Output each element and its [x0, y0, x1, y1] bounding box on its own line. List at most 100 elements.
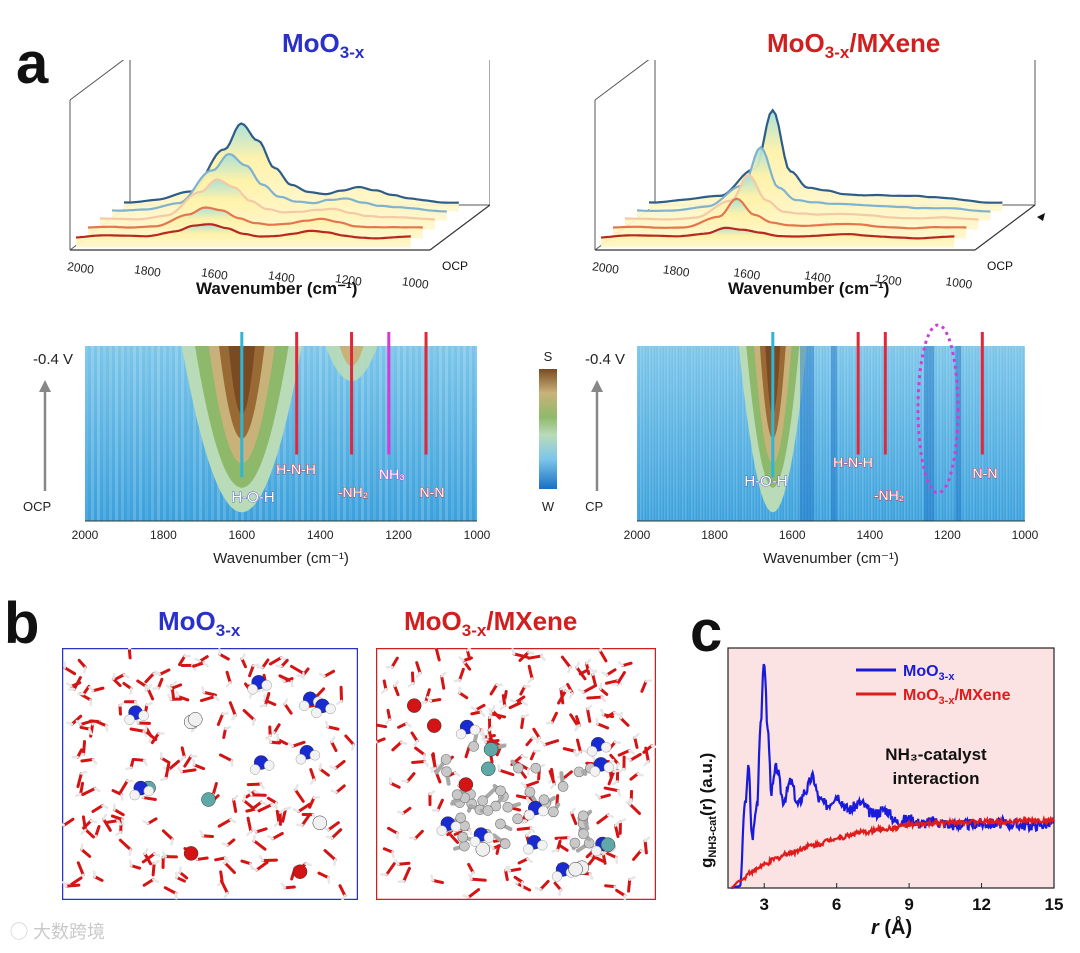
heatmap-stripe — [748, 346, 750, 521]
water-hydrogen — [588, 872, 594, 880]
water-molecule — [524, 780, 539, 788]
heatmap-stripe — [103, 346, 106, 521]
heatmap-stripe — [658, 346, 660, 521]
water-hydrogen — [568, 691, 574, 699]
heatmap-stripe — [433, 346, 436, 521]
water-hydrogen — [88, 727, 93, 736]
water-molecule — [387, 826, 399, 835]
hydrogen-sphere — [537, 839, 548, 851]
waterfall-line-1 — [612, 197, 967, 230]
heatmap-tick-label: 1000 — [464, 528, 491, 542]
heatmap-background — [637, 346, 1025, 521]
heatmap-stripe — [313, 346, 316, 521]
water-molecule — [525, 736, 534, 747]
water-hydrogen — [258, 855, 265, 862]
water-hydrogen — [399, 741, 408, 745]
atom-sphere — [292, 864, 308, 879]
water-hydrogen — [82, 666, 87, 674]
water-hydrogen — [118, 701, 126, 707]
heatmap-stripe — [685, 346, 687, 521]
heatmap-dark-stripe — [799, 346, 814, 521]
panel-letter-a: a — [16, 31, 49, 96]
water-molecule — [214, 856, 227, 862]
heatmap-stripe — [640, 346, 642, 521]
water-molecule — [598, 687, 609, 696]
water-hydrogen — [260, 800, 268, 806]
heatmap-stripe — [289, 346, 292, 521]
water-molecule — [79, 725, 91, 731]
mxene-atom — [495, 785, 506, 797]
waterfall-line-2 — [624, 173, 979, 221]
rdf-plot-area — [727, 647, 1055, 889]
heatmap-stripe — [307, 346, 310, 521]
heatmap-stripe — [367, 346, 370, 521]
water-molecule — [276, 738, 289, 746]
waterfall-line-4 — [123, 122, 459, 204]
hydrogen-sphere — [455, 728, 467, 740]
heatmap-stripe — [997, 346, 999, 521]
water-molecule — [296, 802, 312, 814]
water-hydrogen — [213, 695, 220, 702]
water-hydrogen — [586, 704, 593, 711]
hydrogen-sphere — [551, 871, 563, 882]
water-molecule — [195, 856, 209, 861]
mxene-atom — [482, 805, 494, 816]
mxene-atom — [477, 795, 488, 806]
water-hydrogen — [588, 667, 596, 673]
water-molecule — [62, 817, 75, 827]
water-molecule — [458, 667, 465, 682]
heatmap-stripe — [946, 346, 948, 521]
heatmap-stripe — [1012, 346, 1014, 521]
heatmap-stripe — [892, 346, 894, 521]
water-hydrogen — [413, 739, 419, 747]
md-snapshot-left — [62, 648, 358, 900]
hydrogen-sphere — [450, 821, 462, 832]
heatmap-stripe — [799, 346, 801, 521]
heatmap-dark-stripe — [831, 346, 837, 521]
water-molecule — [217, 818, 233, 828]
mxene-atom — [457, 831, 469, 843]
water-molecule — [269, 740, 282, 745]
water-hydrogen — [591, 669, 598, 676]
hydrogen-sphere — [311, 707, 322, 719]
water-hydrogen — [267, 736, 273, 744]
water-hydrogen — [174, 871, 179, 879]
marker-label-nh2: -NH₂ — [874, 487, 904, 503]
water-molecule — [132, 757, 146, 762]
water-hydrogen — [199, 830, 205, 838]
water-hydrogen — [65, 682, 73, 688]
water-hydrogen — [247, 789, 253, 797]
heatmap-stripe — [703, 346, 705, 521]
water-hydrogen — [467, 873, 473, 881]
water-hydrogen — [294, 784, 299, 792]
water-molecule — [518, 650, 530, 662]
atom-sphere — [312, 815, 328, 831]
heatmap-tick-label: 1600 — [779, 528, 806, 542]
waterfall-depth-bottom-label: OCP — [442, 259, 468, 273]
water-molecule — [248, 664, 255, 678]
mxene-atom — [577, 810, 589, 822]
water-molecule — [376, 737, 386, 744]
heatmap-stripe — [934, 346, 936, 521]
water-molecule — [617, 749, 631, 757]
water-molecule — [434, 648, 441, 662]
heatmap-stripe — [910, 346, 912, 521]
water-molecule — [578, 667, 592, 676]
water-molecule — [436, 798, 444, 812]
water-molecule — [489, 683, 499, 696]
water-hydrogen — [223, 891, 229, 899]
heatmap-xlabel: Wavenumber (cm⁻¹) — [763, 550, 899, 567]
hydrogen-sphere — [295, 753, 307, 765]
waterfall-depth-axis — [974, 204, 1036, 251]
water-hydrogen — [419, 700, 428, 705]
heatmap-stripe — [991, 346, 993, 521]
water-hydrogen — [633, 732, 640, 739]
water-hydrogen — [408, 836, 417, 840]
water-hydrogen — [142, 759, 148, 766]
heatmap-stripe — [121, 346, 124, 521]
atom-sphere — [458, 777, 474, 792]
marker-label-nn: N-N — [973, 465, 998, 481]
water-molecule — [198, 655, 209, 663]
waterfall-tick-label: 1000 — [945, 274, 974, 292]
water-molecule — [252, 800, 263, 810]
